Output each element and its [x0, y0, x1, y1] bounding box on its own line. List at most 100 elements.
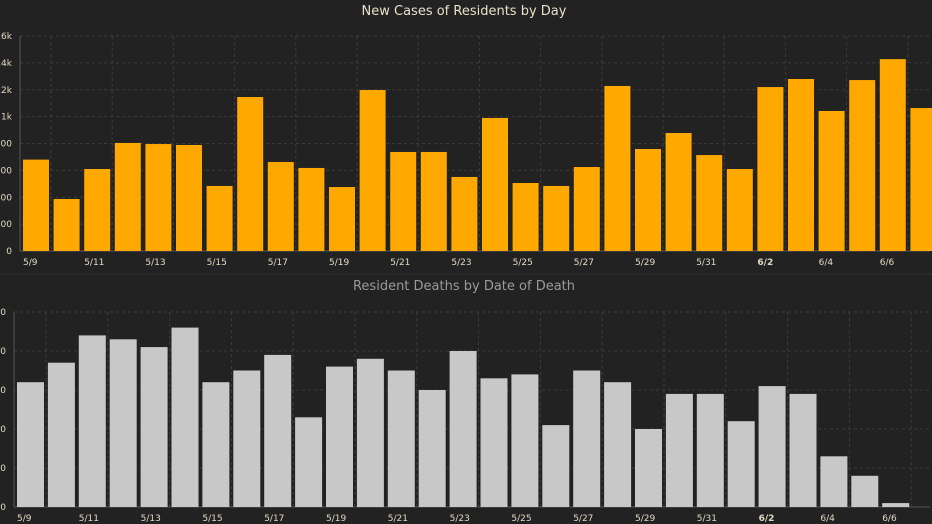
bar — [17, 382, 44, 507]
bar — [542, 425, 570, 507]
bar — [543, 185, 570, 251]
x-tick-label: 5/15 — [207, 258, 227, 268]
bar — [233, 370, 261, 507]
new-cases-chart: New Cases of Residents by Day 0 200 400 600… — [0, 4, 932, 268]
resident-deaths-chart: Resident Deaths by Date of Death 0 10 20 30… — [0, 279, 930, 524]
x-tick-label: 5/21 — [390, 258, 410, 268]
y-tick-label: 10 — [0, 464, 6, 474]
x-tick-label: 5/31 — [696, 258, 716, 268]
x-tick-label: 5/29 — [635, 258, 655, 268]
x-tick-label: 5/25 — [513, 258, 533, 268]
bar — [202, 382, 230, 507]
bar — [910, 108, 932, 252]
y-tick-label: 0 — [0, 503, 6, 513]
bar — [53, 198, 80, 251]
bar — [820, 456, 848, 507]
x-tick-label: 5/25 — [511, 514, 531, 524]
y-tick-label: 1.6k — [0, 32, 13, 42]
bar — [635, 429, 662, 507]
bar — [511, 374, 539, 507]
bar — [449, 351, 477, 507]
x-tick-label: 5/21 — [388, 514, 408, 524]
bar — [387, 370, 415, 507]
bar — [482, 117, 508, 251]
y-tick-label: 20 — [0, 425, 6, 435]
x-tick-label: 5/19 — [326, 514, 346, 524]
bar — [573, 167, 600, 251]
bar — [176, 144, 202, 251]
y-tick-label: 200 — [0, 220, 12, 230]
bar — [237, 97, 264, 251]
bar — [356, 358, 384, 507]
bar — [145, 144, 172, 251]
x-tick-label: 5/11 — [84, 258, 104, 268]
bar — [267, 162, 294, 251]
x-tick-label: 6/4 — [819, 258, 834, 268]
y-tick-label: 400 — [0, 193, 12, 203]
bar — [604, 85, 631, 251]
bar — [512, 183, 539, 251]
bar — [326, 366, 353, 507]
bar — [788, 79, 814, 251]
chart-title: Resident Deaths by Date of Death — [353, 279, 575, 294]
bar — [573, 370, 601, 507]
bar — [206, 185, 233, 251]
bar — [390, 151, 417, 251]
x-tick-label: 5/27 — [574, 258, 594, 268]
bar — [851, 475, 879, 507]
x-tick-label: 5/23 — [451, 258, 471, 268]
bar — [818, 110, 845, 251]
y-tick-label: 30 — [0, 386, 6, 396]
bar — [757, 87, 784, 251]
bar — [359, 90, 386, 251]
x-tick-label: 5/9 — [23, 258, 38, 268]
bar — [726, 169, 753, 251]
bar — [635, 149, 661, 251]
y-tick-label: 0 — [6, 247, 12, 257]
bar — [418, 390, 446, 507]
bar — [665, 133, 692, 251]
bar — [604, 382, 632, 507]
y-tick-label: 1.2k — [0, 86, 13, 96]
bar — [420, 151, 447, 251]
y-tick-label: 600 — [0, 166, 12, 176]
bar — [47, 362, 75, 507]
bar — [295, 417, 323, 507]
x-tick-label: 6/6 — [880, 258, 895, 268]
bar — [264, 354, 292, 507]
bar — [882, 503, 910, 507]
x-tick-label: 5/11 — [79, 514, 99, 524]
bar — [665, 393, 693, 507]
bar — [696, 393, 724, 507]
bar — [696, 155, 723, 251]
bar — [109, 339, 137, 507]
y-tick-label: 1k — [1, 113, 13, 123]
x-tick-label: 5/23 — [450, 514, 470, 524]
x-tick-label: 5/17 — [264, 514, 284, 524]
x-tick-label: 5/27 — [573, 514, 593, 524]
bar — [329, 187, 355, 251]
x-tick-label: 5/9 — [17, 514, 32, 524]
bar — [480, 378, 508, 507]
bar — [140, 347, 168, 507]
bar — [789, 393, 817, 507]
chart-title: New Cases of Residents by Day — [362, 4, 567, 19]
x-tick-label: 5/13 — [141, 514, 161, 524]
x-tick-label: 5/19 — [329, 258, 349, 268]
bar — [78, 335, 106, 507]
bar — [84, 169, 111, 251]
y-tick-label: 40 — [0, 347, 6, 357]
x-tick-label: 6/6 — [882, 514, 897, 524]
bar — [114, 142, 141, 251]
x-tick-label: 5/31 — [697, 514, 717, 524]
bar — [849, 80, 876, 251]
bar — [171, 327, 199, 507]
y-tick-label: 800 — [0, 140, 12, 150]
x-tick-label: 5/15 — [202, 514, 222, 524]
y-tick-label: 50 — [0, 308, 6, 318]
x-tick-label: 6/4 — [820, 514, 835, 524]
bar — [879, 59, 906, 251]
bar — [451, 176, 478, 251]
bar — [758, 386, 786, 507]
